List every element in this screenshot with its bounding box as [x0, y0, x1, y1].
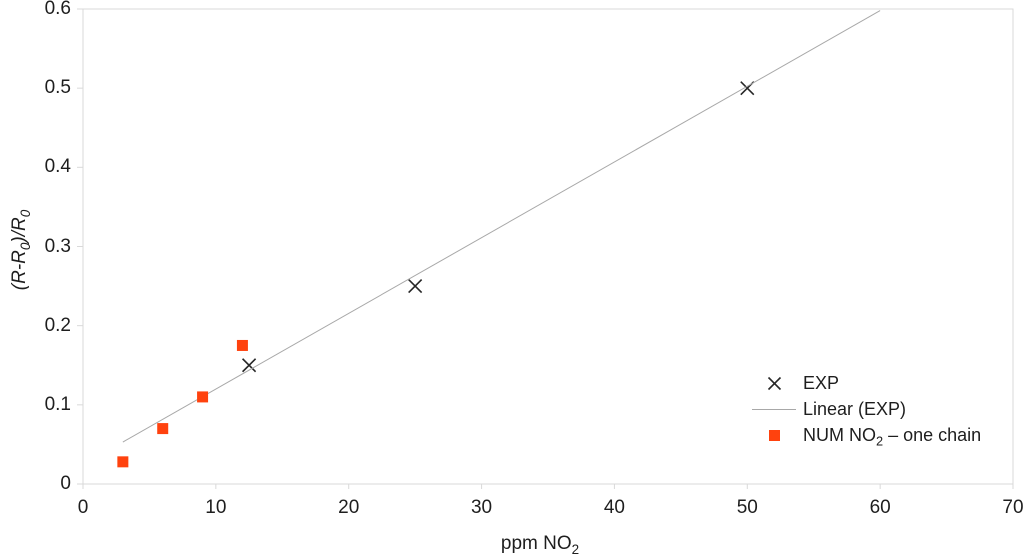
x-tick-label: 70: [1002, 497, 1024, 518]
x-tick-label: 30: [470, 497, 493, 518]
label-text: Linear (EXP): [803, 398, 907, 419]
x-tick-label: 50: [736, 497, 758, 518]
y-tick-label: 0.5: [44, 77, 71, 99]
num-point: [197, 391, 209, 403]
label-text: )/R: [9, 217, 30, 243]
subscript: 0: [17, 209, 33, 218]
y-axis-title: (R-R0)/R0: [9, 209, 33, 291]
subscript: 0: [17, 242, 33, 251]
y-tick-label: 0.6: [44, 0, 71, 19]
label-text: NUM NO: [803, 424, 876, 445]
y-tick-label: 0.2: [44, 314, 71, 336]
legend-item: EXP: [752, 370, 981, 396]
legend-item-label: EXP: [803, 373, 839, 394]
label-text: – one chain: [883, 424, 982, 445]
square-marker-icon: [752, 422, 796, 448]
x-tick-label: 10: [205, 497, 227, 518]
subscript: 2: [876, 433, 884, 449]
num-point: [157, 423, 169, 435]
y-tick-label: 0.3: [44, 235, 71, 257]
chart-legend: EXP Linear (EXP) NUM NO2 – one chain: [752, 370, 981, 448]
x-axis-title: ppm NO2: [500, 533, 580, 557]
y-tick-label: 0.4: [44, 156, 71, 178]
x-tick-label: 20: [338, 497, 360, 518]
x-marker-icon: [752, 370, 796, 396]
num-point: [236, 339, 248, 351]
exp-point: [242, 358, 257, 373]
legend-item-label: Linear (EXP): [803, 399, 906, 420]
y-tick-label: 0.1: [44, 393, 71, 415]
label-text: (R-R: [9, 250, 30, 291]
legend-item: Linear (EXP): [752, 396, 981, 422]
label-text: EXP: [803, 372, 840, 393]
x-tick-label: 60: [869, 497, 891, 518]
label-text: ppm NO: [500, 533, 572, 554]
x-tick-label: 40: [603, 497, 625, 518]
legend-item-label: NUM NO2 – one chain: [803, 424, 982, 449]
trendline: [122, 10, 881, 443]
y-tick-label: 0: [60, 473, 71, 494]
line-marker-icon: [752, 396, 796, 422]
legend-item: NUM NO2 – one chain: [752, 422, 981, 448]
num-point: [117, 456, 129, 468]
subscript: 2: [571, 541, 580, 557]
exp-point: [408, 279, 423, 294]
x-tick-label: 0: [77, 497, 89, 518]
